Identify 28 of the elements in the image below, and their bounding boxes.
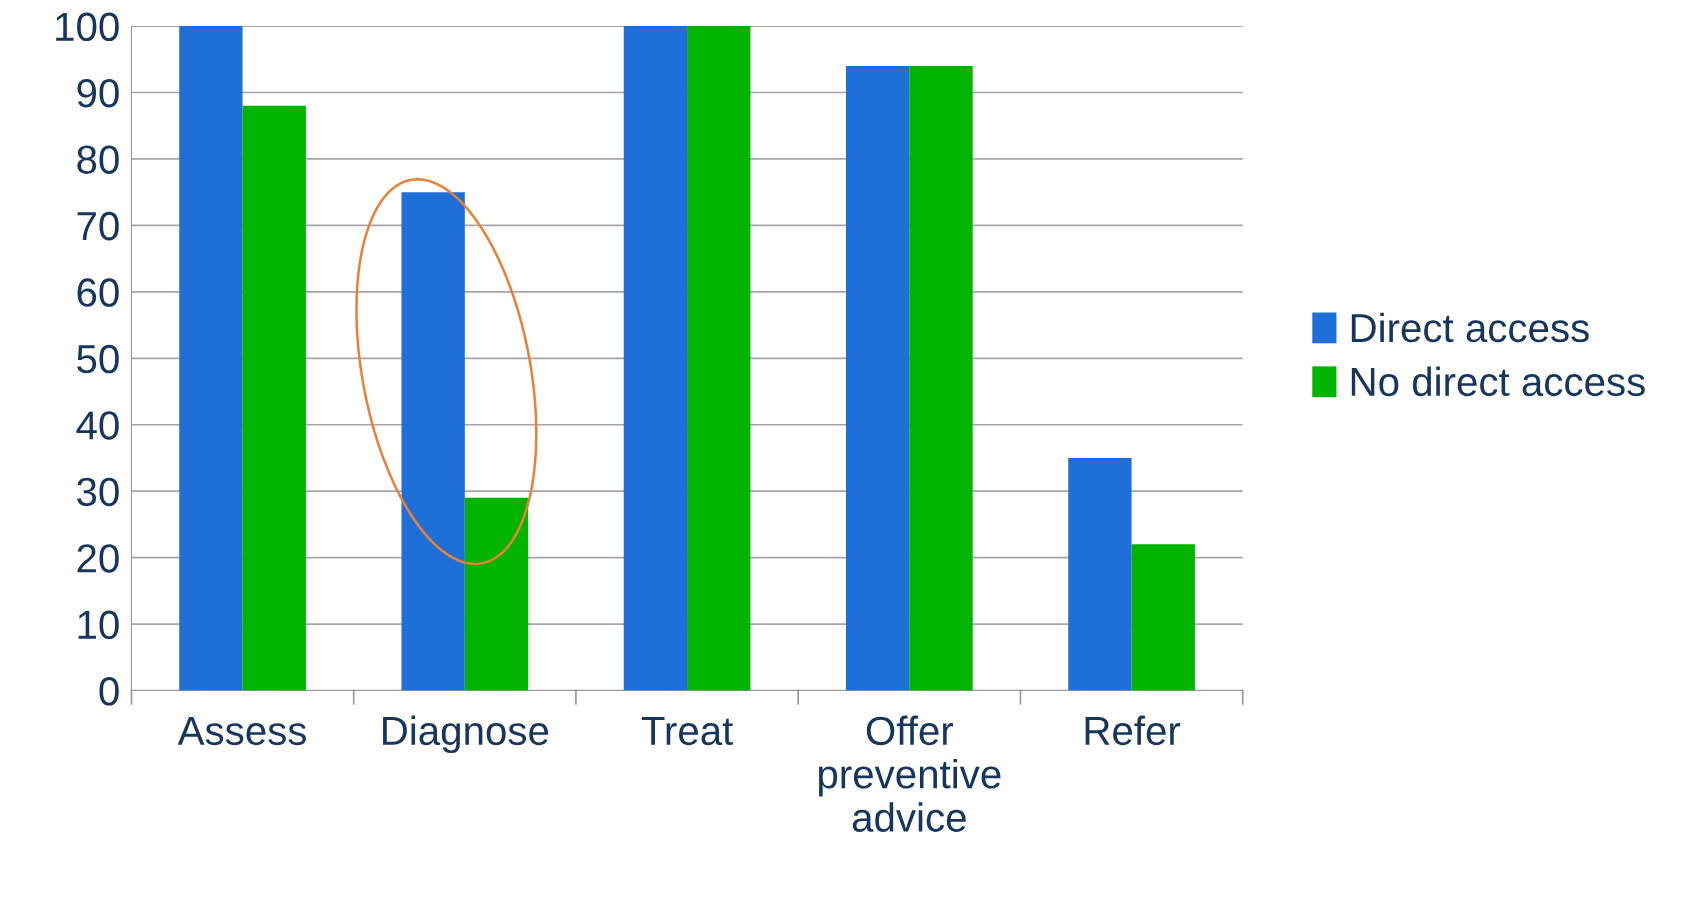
y-tick-label: 30 [77, 477, 119, 507]
bar [1068, 457, 1132, 691]
bar [179, 26, 243, 691]
y-tick-label: 70 [77, 211, 119, 241]
x-tick-label: Diagnose [383, 715, 549, 754]
y-tick-label: 80 [77, 145, 119, 174]
y-tick-label: 40 [76, 411, 119, 440]
y-tick-label: 10 [78, 610, 119, 640]
y-tick-label: 0 [99, 677, 119, 706]
x-tick-label: Treat [641, 717, 734, 746]
x-tick-label: Offer preventive advice [819, 715, 1001, 832]
y-tick-label: 20 [77, 544, 119, 573]
legend-label: No direct access [1351, 366, 1645, 397]
legend-label: Direct access [1351, 312, 1589, 343]
y-tick-label: 100 [56, 12, 119, 42]
y-tick-label: 90 [77, 78, 119, 108]
x-tick-label: Assess [177, 717, 307, 746]
y-tick-label: 60 [77, 278, 119, 307]
bar [623, 26, 688, 691]
x-tick-label: Refer [1085, 715, 1181, 746]
bar [1131, 544, 1195, 691]
bar [242, 105, 306, 691]
bar [845, 65, 910, 691]
bar [464, 497, 529, 691]
y-tick-label: 50 [77, 344, 119, 374]
bar [687, 26, 751, 691]
bar [909, 65, 973, 691]
bar [401, 192, 465, 691]
